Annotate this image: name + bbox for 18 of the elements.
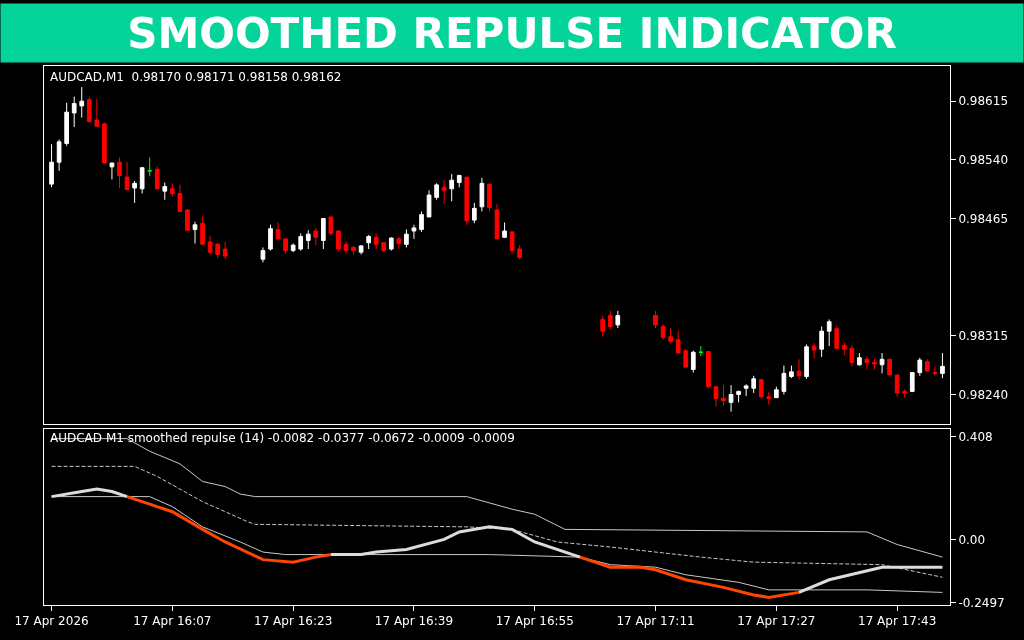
y-tick-label: 0.00 (958, 532, 986, 547)
y-tick-label: 0.98615 (958, 94, 1009, 109)
x-tick-label: 17 Apr 16:23 (254, 614, 333, 629)
annotation: AUDCAD,M1 0.98170 0.98171 0.98158 0.98162 (50, 70, 342, 84)
y-tick-label: -0.2497 (958, 595, 1005, 610)
chart-title: SMOOTHED REPULSE INDICATOR (127, 8, 897, 58)
y-tick-label: 0.98315 (958, 329, 1009, 344)
x-tick-label: 17 Apr 17:43 (858, 614, 937, 629)
y-tick-label: 0.98540 (958, 153, 1009, 168)
x-tick-label: 17 Apr 16:55 (495, 614, 574, 629)
x-tick-label: 17 Apr 16:39 (374, 614, 454, 629)
x-tick-label: 17 Apr 2026 (14, 614, 89, 629)
x-tick-label: 17 Apr 17:27 (737, 614, 816, 629)
y-tick-label: 0.408 (958, 429, 993, 444)
x-tick-label: 17 Apr 17:11 (616, 614, 695, 629)
y-tick-label: 0.98465 (958, 211, 1009, 226)
x-tick-label: 17 Apr 16:07 (133, 614, 212, 629)
y-tick-label: 0.98240 (958, 387, 1009, 402)
